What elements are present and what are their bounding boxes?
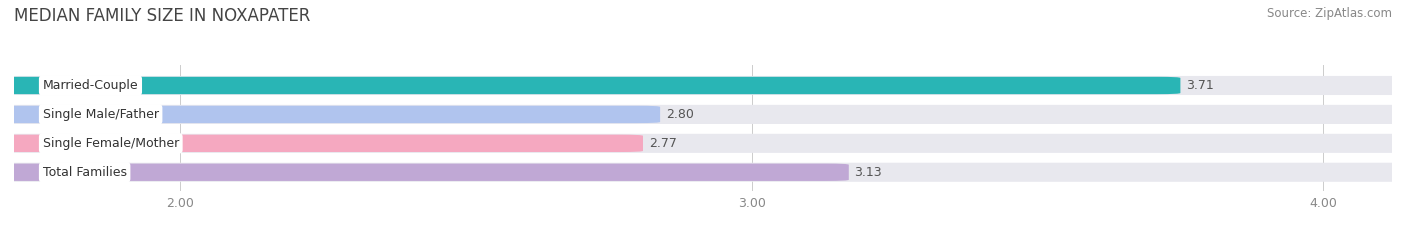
Text: MEDIAN FAMILY SIZE IN NOXAPATER: MEDIAN FAMILY SIZE IN NOXAPATER	[14, 7, 311, 25]
Text: 3.71: 3.71	[1187, 79, 1213, 92]
Text: Married-Couple: Married-Couple	[42, 79, 138, 92]
FancyBboxPatch shape	[0, 106, 661, 123]
Text: 2.80: 2.80	[666, 108, 693, 121]
Text: Single Male/Father: Single Male/Father	[42, 108, 159, 121]
FancyBboxPatch shape	[0, 77, 1181, 94]
Text: Single Female/Mother: Single Female/Mother	[42, 137, 179, 150]
FancyBboxPatch shape	[0, 105, 1406, 124]
Text: Source: ZipAtlas.com: Source: ZipAtlas.com	[1267, 7, 1392, 20]
FancyBboxPatch shape	[0, 135, 643, 152]
FancyBboxPatch shape	[0, 134, 1406, 153]
Text: 2.77: 2.77	[648, 137, 676, 150]
FancyBboxPatch shape	[0, 164, 849, 181]
FancyBboxPatch shape	[0, 163, 1406, 182]
FancyBboxPatch shape	[0, 76, 1406, 95]
Text: 3.13: 3.13	[855, 166, 882, 179]
Text: Total Families: Total Families	[42, 166, 127, 179]
